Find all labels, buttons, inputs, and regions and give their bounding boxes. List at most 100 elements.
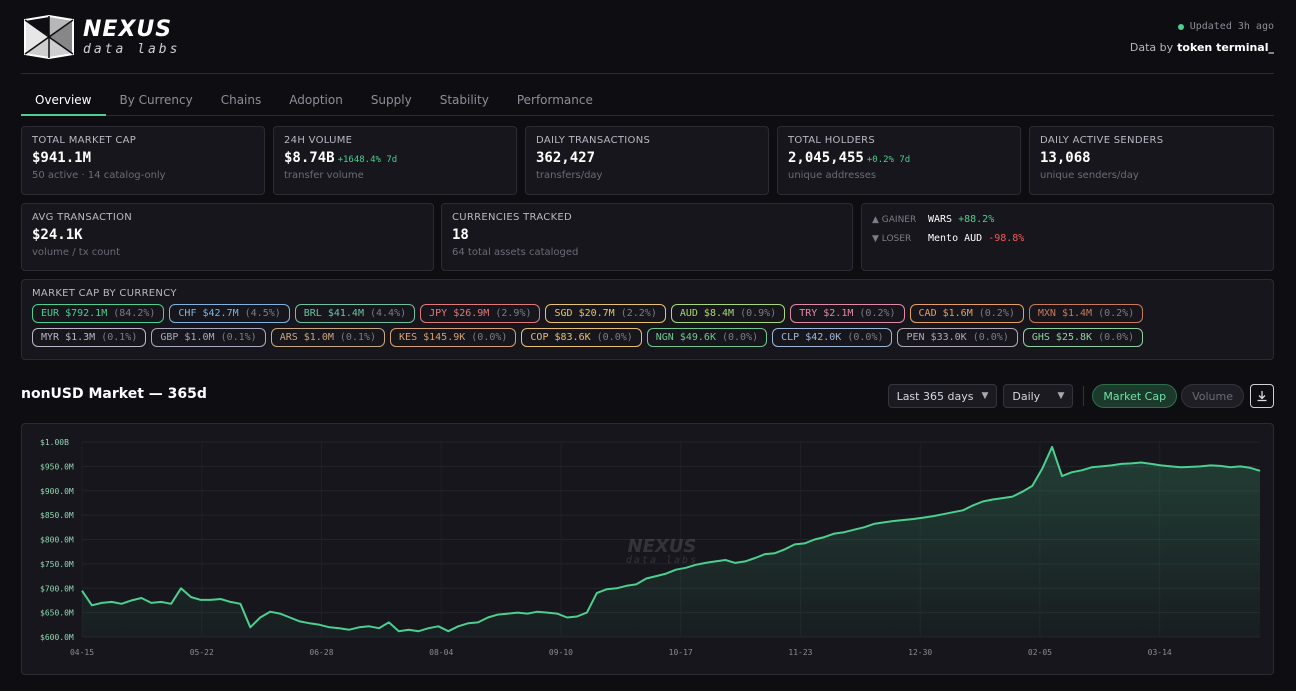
card-daily-transactions: DAILY TRANSACTIONS 362,427 transfers/day: [525, 126, 769, 195]
toggle-volume[interactable]: Volume: [1181, 384, 1244, 408]
divider: [1083, 386, 1085, 406]
currency-chip[interactable]: MYR $1.3M (0.1%): [32, 328, 147, 347]
chip-value: CHF $42.7M: [178, 308, 245, 319]
chevron-down-icon: ▼: [1057, 391, 1065, 401]
toggle-market-cap[interactable]: Market Cap: [1092, 384, 1178, 408]
chip-percent: (4.4%): [370, 308, 407, 319]
tab-adoption[interactable]: Adoption: [289, 93, 343, 107]
card-value: 13,068: [1040, 150, 1091, 166]
series-line: [81, 445, 1261, 633]
loser-row: ▼ LOSER Mento AUD -98.8%: [872, 233, 1263, 244]
currency-chip[interactable]: CHF $42.7M (4.5%): [169, 304, 290, 323]
card-value: 2,045,455: [788, 150, 864, 166]
card-sub: unique addresses: [788, 170, 877, 181]
loser-value: -98.8%: [988, 233, 1025, 244]
chart-svg: $1.00B $950.0M $900.0M $850.0M $800.0M $750.0…: [40, 438, 1261, 657]
tab-performance[interactable]: Performance: [516, 93, 593, 107]
tab-bar: Overview By Currency Chains Adoption Sup…: [21, 88, 1274, 116]
y-tick-label: $750.0M: [40, 560, 74, 569]
currency-chip[interactable]: AUD $8.4M (0.9%): [670, 304, 786, 323]
data-by: Data by token terminal_: [1130, 41, 1274, 54]
gainer-name: WARS: [928, 214, 953, 225]
tab-chains[interactable]: Chains: [220, 93, 262, 107]
chip-value: GHS $25.8K: [1031, 332, 1099, 343]
tab-supply[interactable]: Supply: [370, 93, 412, 107]
card-sub: 50 active · 14 catalog-only: [32, 170, 166, 181]
currency-chip-list: EUR $792.1M (84.2%) CHF $42.7M (4.5%) BRL …: [32, 304, 1263, 352]
currency-chip[interactable]: GBP $1.0M (0.1%): [151, 328, 266, 347]
currency-chip[interactable]: MXN $1.4M (0.2%): [1028, 304, 1144, 323]
market-cap-chart[interactable]: $1.00B $950.0M $900.0M $850.0M $800.0M $750.0…: [21, 423, 1274, 675]
chip-value: ARS $1.0M: [279, 332, 340, 343]
chip-percent: (0.0%): [1098, 332, 1135, 343]
chip-value: CLP $42.0K: [781, 332, 848, 343]
download-button[interactable]: [1250, 384, 1274, 408]
chip-value: CAD $1.6M: [918, 308, 979, 319]
currency-chip[interactable]: BRL $41.4M (4.4%): [294, 304, 416, 323]
gainer-value: +88.2%: [958, 214, 995, 225]
tab-by-currency[interactable]: By Currency: [119, 93, 193, 107]
gainer-row: ▲ GAINER WARS +88.2%: [872, 214, 1263, 225]
currency-chip[interactable]: PEN $33.0K (0.0%): [897, 328, 1018, 347]
card-sub: transfers/day: [536, 170, 603, 181]
tab-stability[interactable]: Stability: [439, 93, 489, 107]
currency-chip[interactable]: TRY $2.1M (0.2%): [790, 304, 905, 323]
watermark-text: NEXUS: [628, 536, 697, 557]
y-tick-label: $900.0M: [40, 487, 74, 496]
card-sub: volume / tx count: [32, 247, 121, 258]
card-value: 18: [452, 227, 469, 243]
header: NEXUS data labs Updated 3h ago Data by to…: [21, 12, 1274, 74]
card-24h-volume: 24H VOLUME $8.74B +1648.4% 7d transfer vo…: [273, 126, 517, 195]
currency-chip[interactable]: JPY $26.9M (2.9%): [420, 304, 541, 323]
card-value: $8.74B: [284, 150, 335, 166]
chip-value: GBP $1.0M: [160, 332, 221, 343]
currency-chip[interactable]: COP $83.6K (0.0%): [521, 328, 642, 347]
chip-value: EUR $792.1M: [41, 308, 114, 319]
chip-value: MXN $1.4M: [1037, 308, 1099, 319]
brand-subtitle: data labs: [83, 41, 181, 57]
currency-chip[interactable]: CAD $1.6M (0.2%): [909, 304, 1024, 323]
currency-chip[interactable]: CLP $42.0K (0.0%): [772, 328, 893, 347]
currency-chip[interactable]: NGN $49.6K (0.0%): [646, 328, 768, 347]
chip-value: NGN $49.6K: [655, 332, 722, 343]
card-change: +0.2% 7d: [866, 155, 911, 165]
range-select-value: Last 365 days: [896, 389, 974, 403]
card-value-row: $8.74B +1648.4% 7d: [284, 150, 506, 166]
chip-percent: (2.2%): [620, 308, 657, 319]
logo[interactable]: NEXUS data labs: [21, 14, 180, 60]
x-tick-label: 09-10: [549, 648, 573, 657]
download-icon: [1257, 391, 1267, 402]
tab-overview[interactable]: Overview: [21, 88, 106, 116]
interval-select[interactable]: Daily ▼: [1003, 384, 1074, 408]
chip-percent: (0.2%): [978, 308, 1015, 319]
currency-chip[interactable]: GHS $25.8K (0.0%): [1022, 328, 1144, 347]
currency-chip[interactable]: SGD $20.7M (2.2%): [545, 304, 666, 323]
y-tick-label: $850.0M: [40, 511, 74, 520]
card-gainer-loser: ▲ GAINER WARS +88.2% ▼ LOSER Mento AUD -…: [861, 203, 1274, 271]
y-tick-label: $600.0M: [40, 633, 74, 642]
card-sub: 64 total assets cataloged: [452, 247, 579, 258]
gainer-label: ▲ GAINER: [872, 214, 917, 225]
loser-name: Mento AUD: [928, 233, 983, 244]
currency-chip[interactable]: EUR $792.1M (84.2%): [32, 304, 165, 323]
watermark-subtitle: data labs: [626, 555, 698, 566]
range-select[interactable]: Last 365 days ▼: [887, 384, 998, 408]
chip-percent: (0.0%): [471, 332, 508, 343]
currency-chip[interactable]: KES $145.9K (0.0%): [390, 328, 517, 347]
y-tick-label: $650.0M: [40, 609, 74, 618]
data-source-link[interactable]: token terminal_: [1177, 41, 1274, 54]
card-value: $941.1M: [32, 150, 92, 166]
card-daily-active-senders: DAILY ACTIVE SENDERS 13,068 unique sende…: [1029, 126, 1274, 195]
card-total-holders: TOTAL HOLDERS 2,045,455 +0.2% 7d unique a…: [777, 126, 1021, 195]
chip-value: JPY $26.9M: [429, 308, 496, 319]
card-label: AVG TRANSACTION: [32, 212, 133, 223]
currency-chip[interactable]: ARS $1.0M (0.1%): [270, 328, 386, 347]
card-total-market-cap: TOTAL MARKET CAP $941.1M 50 active · 14 …: [21, 126, 265, 195]
x-tick-label: 11-23: [788, 648, 812, 657]
area-fill: [82, 446, 1260, 637]
y-tick-label: $700.0M: [40, 584, 74, 593]
chip-value: AUD $8.4M: [679, 308, 741, 319]
x-tick-label: 04-15: [70, 648, 94, 657]
x-tick-label: 02-05: [1028, 648, 1052, 657]
interval-select-value: Daily: [1012, 389, 1041, 403]
